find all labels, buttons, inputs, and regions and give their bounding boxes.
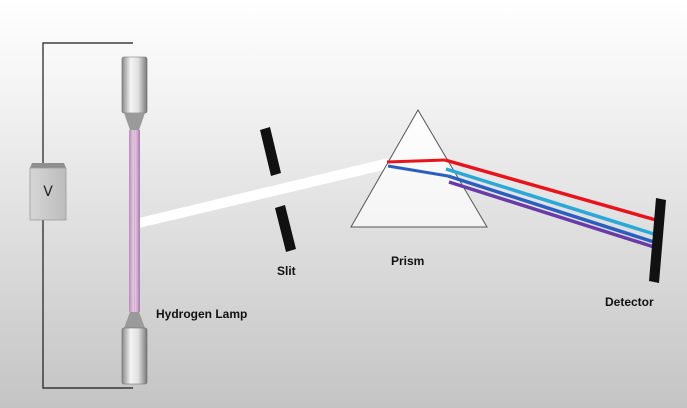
prism xyxy=(350,109,488,228)
voltmeter: V xyxy=(29,163,67,221)
slit-lower-blade xyxy=(275,205,296,252)
ray-violet xyxy=(448,180,655,249)
internal-rays xyxy=(386,158,449,178)
hydrogen-lamp xyxy=(121,56,148,385)
ray-blue xyxy=(447,174,655,244)
voltmeter-top xyxy=(30,163,66,168)
slit-label: Slit xyxy=(277,264,296,278)
ray-cyan xyxy=(445,167,655,236)
white-light-beam xyxy=(139,158,392,228)
ray-blue-internal xyxy=(387,164,449,178)
hydrogen-lamp-label: Hydrogen Lamp xyxy=(156,307,247,321)
lamp-top-electrode xyxy=(121,56,148,114)
voltmeter-label: V xyxy=(43,184,53,200)
lamp-bottom-neck xyxy=(124,312,145,328)
ray-red-internal xyxy=(386,158,446,164)
voltmeter-body xyxy=(29,167,67,221)
slit-upper-blade xyxy=(260,127,281,176)
dispersed-rays xyxy=(444,158,657,249)
lamp-top-neck xyxy=(124,113,145,130)
detector-label: Detector xyxy=(605,295,654,309)
lamp-bottom-electrode xyxy=(121,327,148,385)
prism-label: Prism xyxy=(391,254,424,268)
slit xyxy=(260,127,296,252)
detector xyxy=(649,198,666,283)
ray-red xyxy=(444,158,657,222)
